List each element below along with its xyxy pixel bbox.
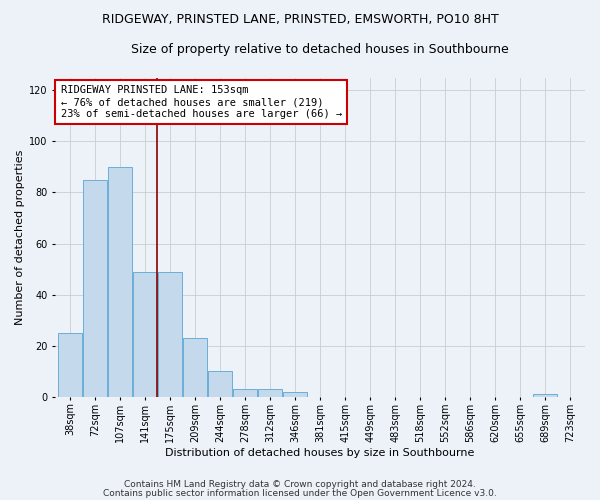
- Bar: [58, 333, 82, 397]
- Bar: [158, 272, 182, 397]
- Bar: [533, 394, 557, 397]
- Title: Size of property relative to detached houses in Southbourne: Size of property relative to detached ho…: [131, 42, 509, 56]
- Bar: [83, 180, 107, 397]
- Bar: [133, 272, 157, 397]
- Bar: [233, 389, 257, 397]
- Text: RIDGEWAY PRINSTED LANE: 153sqm
← 76% of detached houses are smaller (219)
23% of: RIDGEWAY PRINSTED LANE: 153sqm ← 76% of …: [61, 86, 342, 118]
- Bar: [109, 167, 132, 397]
- Text: Contains public sector information licensed under the Open Government Licence v3: Contains public sector information licen…: [103, 489, 497, 498]
- Y-axis label: Number of detached properties: Number of detached properties: [15, 150, 25, 325]
- Bar: [283, 392, 307, 397]
- Bar: [259, 389, 282, 397]
- Text: RIDGEWAY, PRINSTED LANE, PRINSTED, EMSWORTH, PO10 8HT: RIDGEWAY, PRINSTED LANE, PRINSTED, EMSWO…: [101, 12, 499, 26]
- X-axis label: Distribution of detached houses by size in Southbourne: Distribution of detached houses by size …: [166, 448, 475, 458]
- Bar: [184, 338, 207, 397]
- Text: Contains HM Land Registry data © Crown copyright and database right 2024.: Contains HM Land Registry data © Crown c…: [124, 480, 476, 489]
- Bar: [208, 372, 232, 397]
